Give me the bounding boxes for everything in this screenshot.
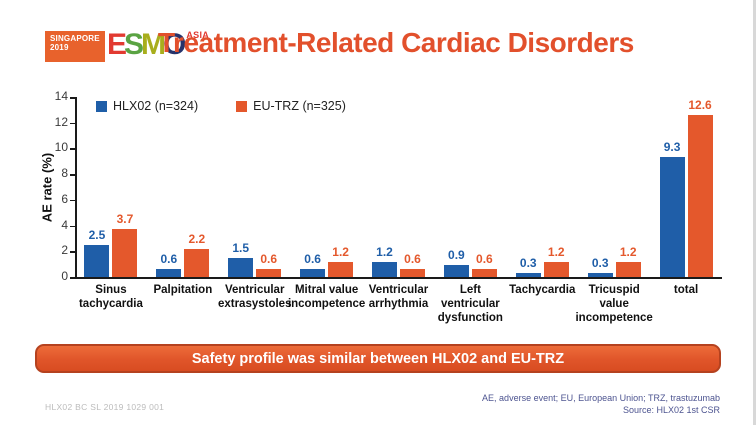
x-axis-category-label: Tricuspid value incompetence [575,284,653,325]
logo-year-text: 2019 [50,42,69,52]
x-axis-category-label: total [673,284,699,296]
slide-id-footer: HLX02 BC SL 2019 1029 001 [45,402,165,412]
y-tick-label: 10 [54,140,68,155]
bar-value-label: 1.5 [232,240,250,255]
conclusion-banner: Safety profile was similar between HLX02… [35,344,721,373]
bar-eutrz [687,115,713,277]
bar-value-label: 9.3 [663,140,681,155]
bar-value-label: 3.7 [116,212,134,227]
bar-value-label: 1.2 [547,244,565,259]
bar-value-label: 1.2 [332,244,349,259]
x-axis-category-label: Left ventricular dysfunction [437,284,503,325]
bar-value-label: 0.6 [160,252,178,267]
esmo-letter-m: M [141,28,166,61]
y-tick-label: 0 [61,269,68,283]
bar-eutrz [184,248,210,277]
y-tick-mark [70,277,75,279]
bar-hlx02 [156,269,182,277]
bar-eutrz [615,261,641,277]
bar-value-label: 12.6 [688,98,712,112]
bar-hlx02 [659,157,685,277]
bar-hlx02 [372,261,397,277]
y-tick-mark [70,251,75,253]
slide-right-edge [753,0,756,425]
y-tick-label: 6 [61,191,68,206]
legend-swatch [236,100,248,112]
x-axis-category-label: Palpitation [153,284,213,296]
bar-value-label: 0.6 [260,252,278,267]
bar-hlx02 [587,273,613,277]
y-tick-mark [70,174,75,176]
y-tick-mark [70,122,75,125]
y-tick-label: 12 [54,114,68,129]
bar-value-label: 2.5 [88,227,106,242]
footnote-abbreviations: AE, adverse event; EU, European Union; T… [482,393,720,403]
x-axis-category-label: Sinus tachycardia [78,284,143,311]
bar-value-label: 0.6 [476,252,493,267]
esmo-letter-s: S [124,28,144,61]
chart-legend: HLX02 (n=324) EU-TRZ (n=325) [96,99,346,113]
bar-value-label: 0.6 [304,252,321,267]
footnote-source: Source: HLX02 1st CSR [622,405,720,416]
x-axis-line [75,277,722,279]
bar-eutrz [328,261,354,277]
legend-item: EU-TRZ (n=325) [236,99,346,113]
x-axis-category-label: Tachycardia [509,284,576,296]
y-tick-mark [70,97,75,99]
logo-region-text: ASIA [186,30,210,40]
legend-label: EU-TRZ (n=325) [253,99,346,113]
y-tick-label: 8 [61,166,68,181]
logo-venue-text: SINGAPORE [50,34,100,43]
y-tick-label: 2 [61,243,68,258]
bar-value-label: 0.3 [519,256,537,271]
y-tick-label: 14 [54,89,68,103]
bar-eutrz [112,229,138,277]
bar-hlx02 [300,269,326,277]
bar-hlx02 [443,265,469,277]
legend-label: HLX02 (n=324) [113,99,199,113]
y-tick-mark [70,148,75,150]
bar-value-label: 0.9 [448,248,465,263]
legend-swatch [96,100,107,112]
bar-eutrz [256,269,282,277]
esmo-letter-e: E [107,28,127,61]
y-tick-mark [70,199,75,202]
bar-eutrz [543,261,569,277]
footnote-block: AE, adverse event; EU, European Union; T… [482,392,720,416]
bar-eutrz [471,269,497,277]
bar-value-label: 2.2 [188,231,206,246]
x-axis-category-label: Ventricular extrasystoles [217,284,292,311]
bar-value-label: 1.2 [376,244,393,259]
esmo-asia-logo: SINGAPORE 2019 E S M O ASIA [45,28,210,62]
page-title: Treatment-Related Cardiac Disorders [158,27,634,58]
legend-item: HLX02 (n=324) [96,99,198,113]
y-tick-label: 4 [61,217,68,232]
bar-eutrz [400,269,425,277]
y-axis-line [75,97,77,277]
conclusion-banner-text: Safety profile was similar between HLX02… [191,350,565,367]
x-axis-category-label: Ventricular arrhythmia [368,284,429,311]
x-axis-category-label: Mitral value incompetence [287,284,366,311]
logo-venue-box: SINGAPORE 2019 [45,31,105,62]
bar-value-label: 0.6 [404,252,421,267]
esmo-letters: E S M O ASIA [107,28,210,61]
bar-value-label: 1.2 [619,244,637,259]
bar-value-label: 0.3 [591,256,609,271]
bar-hlx02 [228,257,254,277]
bar-hlx02 [515,273,541,277]
bar-hlx02 [84,244,110,277]
esmo-letter-o: O [163,28,186,61]
y-tick-mark [70,225,75,228]
